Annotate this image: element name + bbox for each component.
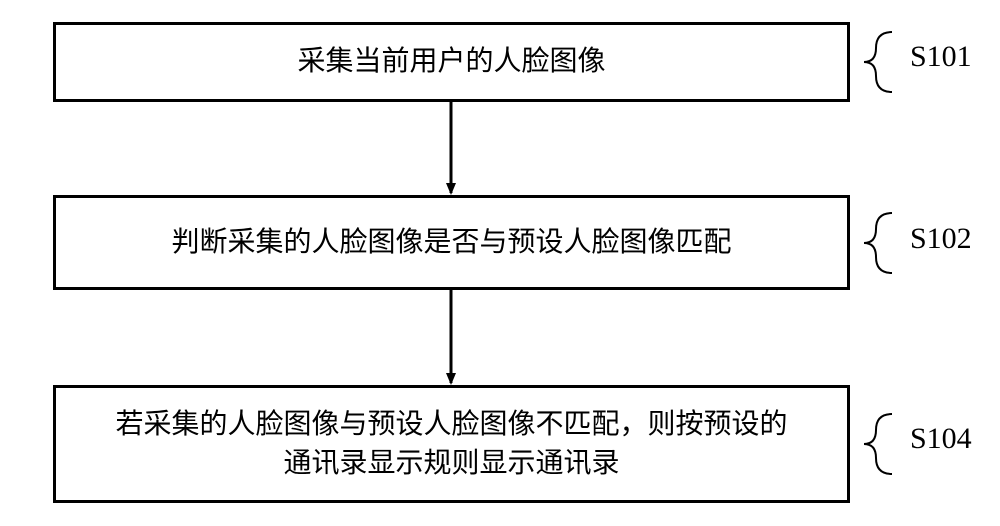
- step-label-2: S102: [910, 222, 972, 256]
- step-text-2: 判断采集的人脸图像是否与预设人脸图像匹配: [171, 223, 731, 262]
- step-text-1: 采集当前用户的人脸图像: [297, 42, 605, 81]
- step-label-1: S101: [910, 40, 972, 74]
- step-text-3: 若采集的人脸图像与预设人脸图像不匹配，则按预设的 通讯录显示规则显示通讯录: [115, 405, 787, 483]
- step-label-3: S104: [910, 422, 972, 456]
- step-box-1: 采集当前用户的人脸图像: [53, 22, 850, 102]
- label-connector-3: [864, 414, 892, 474]
- label-connector-2: [864, 213, 892, 273]
- step-box-3: 若采集的人脸图像与预设人脸图像不匹配，则按预设的 通讯录显示规则显示通讯录: [53, 385, 850, 503]
- step-box-2: 判断采集的人脸图像是否与预设人脸图像匹配: [53, 195, 850, 290]
- label-connector-1: [864, 32, 892, 92]
- flowchart-canvas: 采集当前用户的人脸图像 判断采集的人脸图像是否与预设人脸图像匹配 若采集的人脸图…: [0, 0, 1000, 526]
